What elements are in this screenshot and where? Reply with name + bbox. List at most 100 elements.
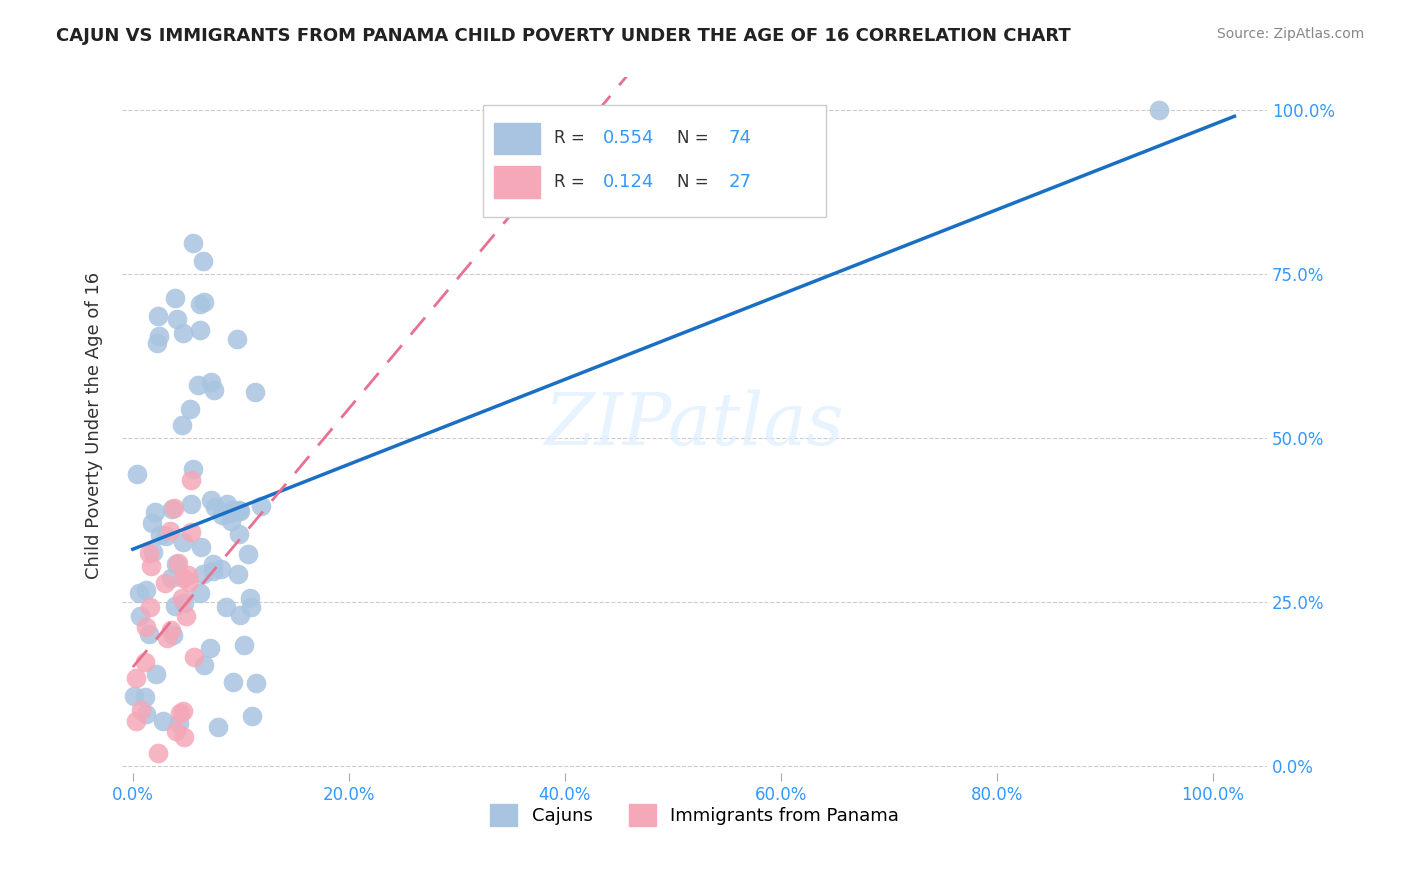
Bar <box>494 167 540 198</box>
Point <box>190 540 212 554</box>
Point <box>170 418 193 433</box>
Point <box>142 545 165 559</box>
Point <box>139 600 162 615</box>
Point <box>128 586 150 600</box>
Point <box>198 641 221 656</box>
Point <box>200 376 222 390</box>
Point <box>173 731 195 745</box>
Point <box>215 600 238 615</box>
Point <box>134 655 156 669</box>
Point <box>146 309 169 323</box>
Point <box>165 724 187 739</box>
Point <box>193 658 215 673</box>
Point <box>222 674 245 689</box>
Point <box>191 567 214 582</box>
Point <box>204 383 226 397</box>
Point <box>172 704 194 718</box>
Point <box>148 528 170 542</box>
Bar <box>482 105 827 217</box>
Point <box>188 586 211 600</box>
Point <box>135 582 157 597</box>
Point <box>135 620 157 634</box>
Point <box>163 500 186 515</box>
Text: 27: 27 <box>728 173 752 191</box>
Point <box>152 714 174 729</box>
Text: R =: R = <box>554 129 589 147</box>
Point <box>125 714 148 728</box>
Point <box>170 591 193 605</box>
Point <box>201 564 224 578</box>
Point <box>159 524 181 539</box>
Point <box>193 253 215 268</box>
Point <box>172 571 194 585</box>
Point <box>129 608 152 623</box>
Point <box>146 335 169 350</box>
Point <box>207 720 229 734</box>
Point <box>229 608 252 623</box>
Point <box>181 461 204 475</box>
Point <box>193 295 215 310</box>
Point <box>174 608 197 623</box>
Point <box>163 599 186 614</box>
Point <box>162 628 184 642</box>
Point <box>135 707 157 722</box>
Point <box>156 631 179 645</box>
Point <box>228 503 250 517</box>
Point <box>228 566 250 581</box>
Point <box>229 504 252 518</box>
Point <box>160 571 183 585</box>
Text: 74: 74 <box>728 129 752 147</box>
Point <box>143 505 166 519</box>
Point <box>187 378 209 392</box>
Y-axis label: Child Poverty Under the Age of 16: Child Poverty Under the Age of 16 <box>86 271 103 579</box>
Text: Source: ZipAtlas.com: Source: ZipAtlas.com <box>1216 27 1364 41</box>
Point <box>188 297 211 311</box>
Point <box>141 516 163 531</box>
Point <box>219 514 242 528</box>
Point <box>219 506 242 520</box>
Point <box>125 467 148 482</box>
Text: ZIPatlas: ZIPatlas <box>544 390 844 460</box>
Text: CAJUN VS IMMIGRANTS FROM PANAMA CHILD POVERTY UNDER THE AGE OF 16 CORRELATION CH: CAJUN VS IMMIGRANTS FROM PANAMA CHILD PO… <box>56 27 1071 45</box>
Point <box>202 558 225 572</box>
Point <box>172 326 194 341</box>
Point <box>167 556 190 570</box>
Point <box>173 596 195 610</box>
Point <box>239 591 262 605</box>
Point <box>204 500 226 514</box>
Point <box>181 236 204 251</box>
Point <box>228 527 250 541</box>
Point <box>239 600 262 615</box>
Point <box>179 401 201 416</box>
Point <box>169 706 191 720</box>
Bar <box>494 122 540 154</box>
Point <box>131 703 153 717</box>
Point <box>1147 103 1170 118</box>
Point <box>200 493 222 508</box>
Point <box>226 332 249 346</box>
Point <box>166 311 188 326</box>
Point <box>141 558 163 573</box>
Text: N =: N = <box>678 129 714 147</box>
Point <box>209 562 232 576</box>
Point <box>240 709 263 723</box>
Legend: Cajuns, Immigrants from Panama: Cajuns, Immigrants from Panama <box>482 797 905 833</box>
Point <box>172 535 194 549</box>
Point <box>221 503 243 517</box>
Point <box>180 497 202 511</box>
Point <box>165 291 187 305</box>
Point <box>245 676 267 690</box>
Text: 0.124: 0.124 <box>603 173 654 191</box>
Point <box>148 329 170 343</box>
Point <box>167 716 190 731</box>
Text: R =: R = <box>554 173 589 191</box>
Point <box>146 746 169 760</box>
Point <box>233 638 256 652</box>
Point <box>180 525 202 540</box>
Point <box>124 690 146 704</box>
Point <box>155 528 177 542</box>
Point <box>134 690 156 704</box>
Point <box>145 666 167 681</box>
Point <box>183 649 205 664</box>
Point <box>188 322 211 336</box>
